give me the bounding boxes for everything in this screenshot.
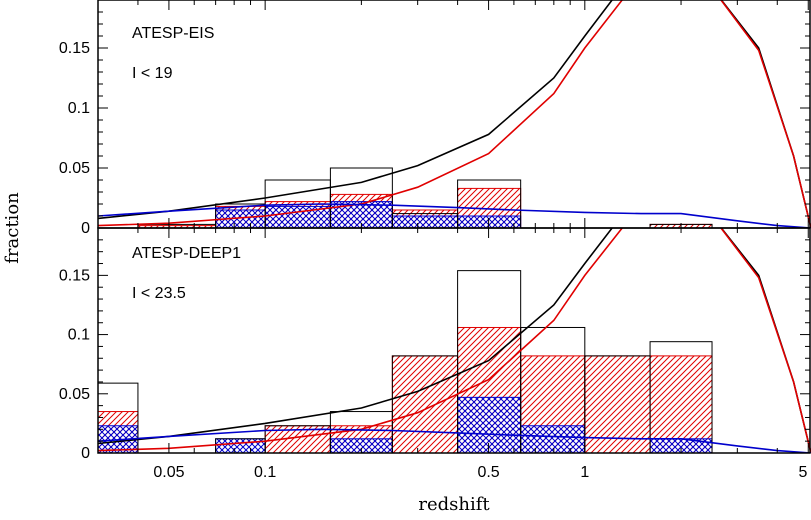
panel-sublabel-top: I < 19	[132, 65, 173, 82]
panel-atesp-deep1	[98, 228, 811, 453]
x-tick-label: 1	[580, 464, 589, 481]
x-axis-title: redshift	[418, 494, 490, 515]
model-curve-2	[98, 203, 811, 228]
y-axis-title: fraction	[2, 192, 23, 264]
panel-label-top: ATESP-EIS	[132, 25, 214, 42]
y-tick-label: 0.05	[59, 386, 90, 403]
histogram-bar-total-4	[329, 167, 393, 228]
panel-label-bottom: ATESP-DEEP1	[132, 245, 241, 262]
x-tick-label: 0.5	[477, 464, 499, 481]
histogram-bar-blue-crosshatched-3	[457, 396, 522, 453]
x-tick-label: 0.05	[153, 464, 184, 481]
y-tick-label: 0	[81, 220, 90, 237]
model-curve-1	[98, 0, 811, 228]
y-tick-label: 0.05	[59, 160, 90, 177]
histogram-bar-blue-crosshatched-4	[457, 215, 522, 228]
model-curve-0	[98, 0, 811, 228]
y-tick-label: 0.1	[68, 327, 90, 344]
panel-sublabel-bottom: I < 23.5	[132, 285, 186, 302]
histogram-bar-total-0	[98, 382, 139, 453]
y-tick-label: 0	[81, 445, 90, 462]
panel-atesp-eis	[98, 0, 811, 228]
histogram-bar-blue-crosshatched-1	[215, 438, 266, 453]
y-tick-label: 0.1	[68, 100, 90, 117]
model-curve-1	[98, 228, 811, 453]
model-curve-0	[98, 228, 811, 453]
histogram-bar-blue-crosshatched-4	[520, 425, 586, 453]
histogram-bar-blue-crosshatched-3	[391, 215, 459, 228]
model-curve-2	[98, 428, 811, 453]
histogram-bar-total-6	[457, 179, 522, 228]
y-tick-label: 0.15	[59, 267, 90, 284]
y-tick-label: 0.15	[59, 40, 90, 57]
x-tick-label: 0.1	[254, 464, 276, 481]
axes-frame: 0 0.05 0.1 0.15 0 0.05 0.1 0.15 0.05 0.1 0.5 1 5	[59, 0, 811, 481]
panel-frame-1	[97, 227, 811, 454]
histogram-bar-red-hatched-3	[391, 355, 459, 453]
x-tick-label: 5	[799, 464, 808, 481]
histogram-bar-red-hatched-7	[649, 355, 713, 453]
